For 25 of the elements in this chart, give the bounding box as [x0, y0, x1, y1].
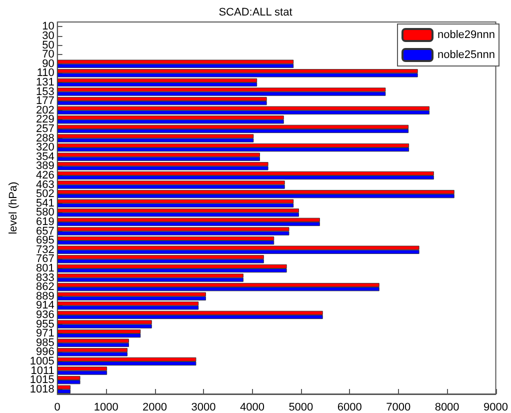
x-tick-label: 3000	[191, 402, 216, 413]
y-axis-title: level (hPa)	[8, 182, 20, 234]
x-tick-label: 7000	[386, 402, 411, 413]
chart-title: SCAD:ALL stat	[218, 6, 292, 18]
y-tick-label: 30	[42, 30, 54, 42]
x-tick-label: 4000	[240, 402, 264, 413]
x-tick-label: 9000	[484, 402, 508, 413]
y-tick-label: 619	[36, 216, 54, 228]
y-tick-label: 1018	[30, 383, 54, 396]
bar	[57, 389, 71, 394]
y-tick-label: 936	[36, 308, 54, 321]
x-tick-label: 5000	[288, 402, 314, 413]
y-tick-label: 257	[36, 122, 54, 135]
y-tick-label: 801	[36, 262, 54, 274]
y-tick-label: 426	[36, 169, 54, 182]
x-tick-label: 1000	[94, 402, 118, 413]
legend-label: noble29nnn	[437, 29, 496, 41]
x-tick-label: 0	[54, 402, 60, 413]
bar	[57, 60, 294, 64]
y-tick-label: 1005	[30, 355, 54, 368]
x-tick-label: 2000	[142, 402, 168, 413]
x-tick-label: 6000	[337, 402, 362, 413]
y-tick-label: 131	[36, 76, 54, 88]
legend-label: noble25nnn	[437, 49, 496, 61]
x-tick-label: 8000	[434, 402, 460, 413]
